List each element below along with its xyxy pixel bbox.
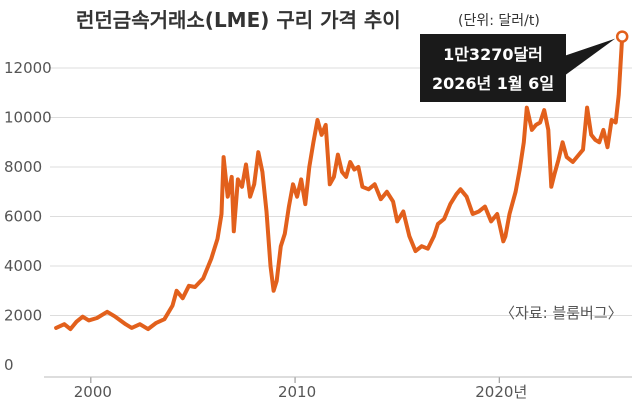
x-tick-label: 2020년 <box>475 383 527 401</box>
source-label: 〈자료: 블룸버그〉 <box>500 304 623 322</box>
x-axis-ticks: 2000 2010 2020년 <box>74 377 527 401</box>
series-line <box>54 34 625 332</box>
peak-annotation: 1만3270달러 2026년 1월 6일 <box>420 30 629 102</box>
callout-date: 2026년 1월 6일 <box>432 74 554 93</box>
y-tick-label: 8000 <box>4 158 42 176</box>
y-tick-label: 4000 <box>4 257 42 275</box>
grid-lines <box>50 67 632 316</box>
y-tick-label: 6000 <box>4 208 42 226</box>
y-tick-label: 2000 <box>4 307 42 325</box>
y-tick-label: 0 <box>4 356 14 374</box>
unit-label: (단위: 달러/t) <box>458 13 540 29</box>
callout-pointer <box>564 38 616 76</box>
y-axis-ticks: 12000 10000 8000 6000 4000 2000 0 <box>4 59 52 374</box>
series-layer <box>54 34 625 332</box>
y-tick-label: 10000 <box>4 109 52 127</box>
y-tick-label: 12000 <box>4 59 52 77</box>
x-tick-label: 2010 <box>278 383 316 401</box>
callout-box <box>420 34 566 102</box>
chart-title: 런던금속거래소(LME) 구리 가격 추이 <box>76 8 401 32</box>
callout-value: 1만3270달러 <box>443 45 543 64</box>
peak-marker <box>615 30 629 43</box>
x-tick-label: 2000 <box>74 383 112 401</box>
